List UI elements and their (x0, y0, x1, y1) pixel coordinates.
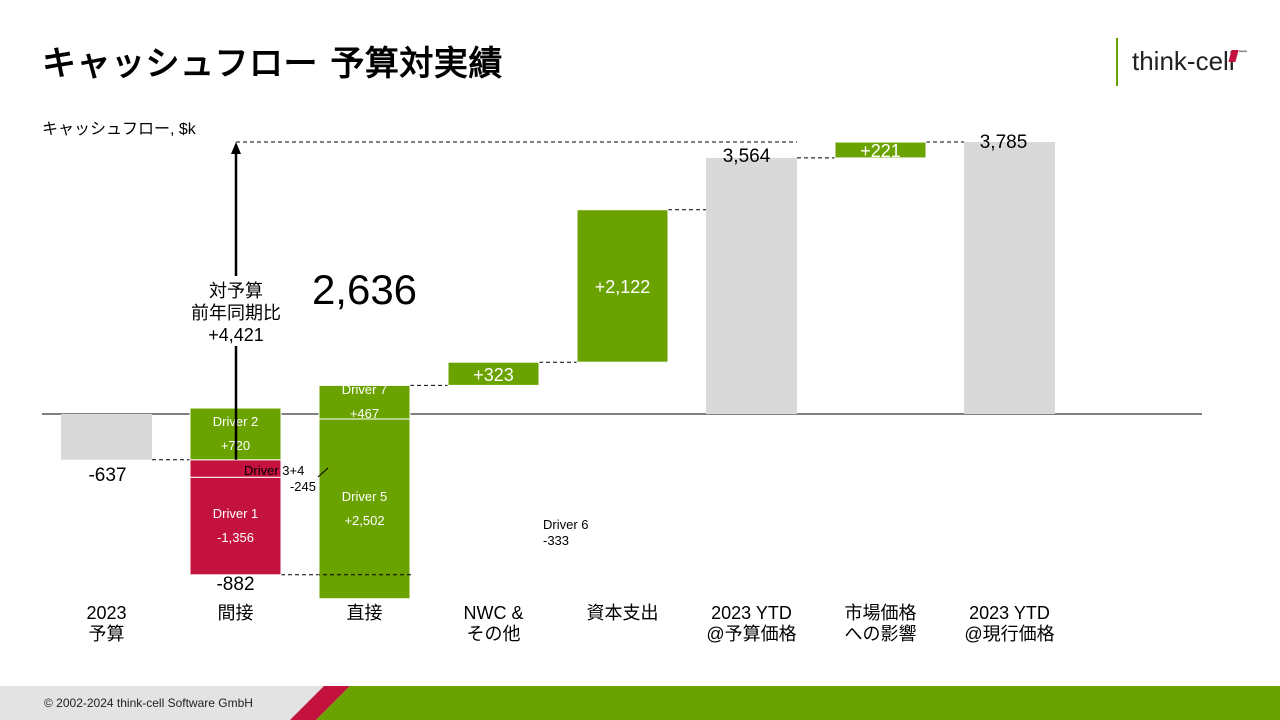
waterfall-bar (964, 142, 1055, 415)
waterfall-bar (189, 476, 282, 576)
footer-band: © 2002-2024 think-cell Software GmbH (0, 686, 1280, 720)
category-label: NWC & (464, 603, 524, 623)
page-title: キャッシュフロー 予算対実績 (42, 44, 503, 84)
difference-label: 対予算 (209, 281, 263, 301)
column-sum-label: 2,636 (312, 266, 417, 313)
bar-data-label: +323 (473, 365, 514, 385)
waterfall-bar (61, 414, 152, 460)
difference-arrow-head-icon (231, 142, 241, 155)
category-label: 2023 (86, 603, 126, 623)
y-axis-label: キャッシュフロー, $k (42, 121, 197, 138)
footer-grey-stripe (0, 686, 340, 720)
think-cell-logo: think-cell ▔ (1116, 38, 1247, 86)
category-label: 予算 (89, 624, 125, 644)
bar-data-label: -245 (290, 479, 316, 494)
bar-segment-name: Driver 3+4 (244, 463, 304, 478)
bar-segment-name: Driver 5 (342, 489, 388, 504)
waterfall-bar (576, 209, 669, 363)
footer-green-stripe (316, 686, 1280, 720)
logo-mark-accent-icon: ▔ (1239, 52, 1247, 63)
difference-label: +4,421 (208, 325, 264, 345)
bar-data-label: -1,356 (217, 530, 254, 545)
bar-segment-name: Driver 6 (543, 517, 589, 532)
waterfall-bar (318, 418, 411, 600)
total-label: -882 (216, 574, 254, 595)
waterfall-bar (706, 157, 797, 414)
footer-copyright: © 2002-2024 think-cell Software GmbH (44, 696, 253, 710)
waterfall-bar (834, 141, 927, 159)
total-label: 3,785 (980, 132, 1028, 153)
category-label: その他 (467, 624, 521, 644)
bar-data-label: +221 (860, 141, 901, 161)
difference-label-background (186, 276, 288, 346)
category-label: 資本支出 (587, 603, 659, 623)
bar-segment-name: Driver 7 (342, 382, 388, 397)
category-label: への影響 (845, 624, 917, 644)
category-label: @現行価格 (964, 624, 1054, 644)
category-label: 2023 YTD (969, 603, 1050, 623)
waterfall-bar (447, 361, 540, 386)
category-label: 2023 YTD (711, 603, 792, 623)
category-label: 市場価格 (845, 603, 917, 623)
bar-data-label: +467 (350, 406, 379, 421)
bar-data-label: +2,122 (595, 277, 651, 297)
bar-data-label: +2,502 (344, 513, 384, 528)
logo-text: think-cell (1132, 46, 1235, 76)
waterfall-bar (318, 384, 411, 420)
difference-label: 前年同期比 (191, 303, 281, 323)
total-label: -637 (88, 465, 126, 486)
category-label: 直接 (347, 603, 383, 623)
bar-segment-name: Driver 1 (213, 506, 259, 521)
total-label: 3,564 (723, 146, 771, 167)
category-label: @予算価格 (706, 624, 796, 644)
label-leader-line (317, 467, 329, 478)
bar-data-label: -333 (543, 533, 569, 548)
category-label: 間接 (218, 603, 254, 623)
